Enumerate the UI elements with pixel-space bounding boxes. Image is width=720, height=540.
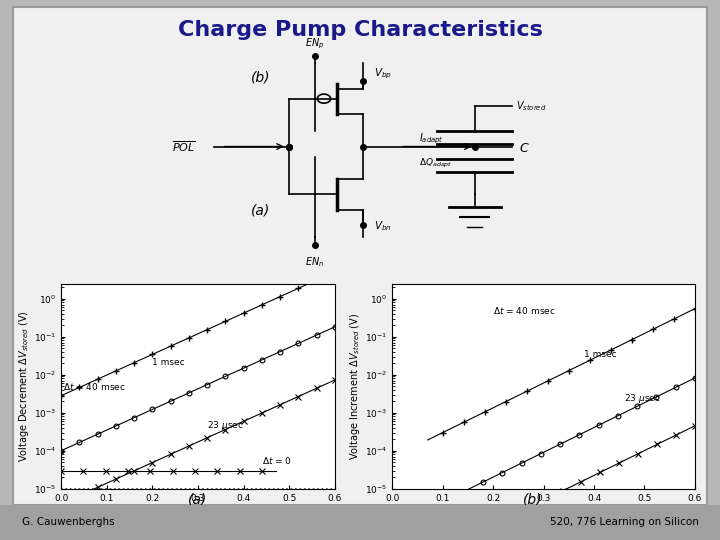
Text: $V_{bn}$: $V_{bn}$	[374, 220, 392, 233]
Text: 1 msec: 1 msec	[153, 358, 185, 367]
Text: (b): (b)	[251, 70, 271, 84]
Text: 520, 776 Learning on Silicon: 520, 776 Learning on Silicon	[549, 517, 698, 527]
Text: $EN_p$: $EN_p$	[305, 36, 324, 51]
Text: (b): (b)	[523, 492, 543, 507]
Text: 23 $\mu$sec: 23 $\mu$sec	[207, 419, 244, 432]
Text: $\Delta t$ = 40 msec: $\Delta t$ = 40 msec	[63, 381, 126, 392]
Y-axis label: Voltage Increment $\Delta V_{stored}$ (V): Voltage Increment $\Delta V_{stored}$ (V…	[348, 313, 362, 460]
Text: G. Cauwenberghs: G. Cauwenberghs	[22, 517, 114, 527]
Text: 1 msec: 1 msec	[584, 349, 616, 359]
Y-axis label: Voltage Decrement $\Delta V_{stored}$ (V): Voltage Decrement $\Delta V_{stored}$ (V…	[17, 310, 31, 462]
X-axis label: Gate Voltage $V_{bp}$ (V): Gate Voltage $V_{bp}$ (V)	[490, 508, 598, 523]
Text: (a): (a)	[251, 204, 271, 218]
Text: $I_{adapt}$: $I_{adapt}$	[419, 132, 444, 146]
Text: $\Delta Q_{adapt}$: $\Delta Q_{adapt}$	[419, 157, 452, 170]
Text: $\Delta t$ = 40 msec: $\Delta t$ = 40 msec	[493, 305, 556, 316]
Text: $\Delta t$ = 0: $\Delta t$ = 0	[262, 455, 292, 466]
Text: $\overline{POL}$: $\overline{POL}$	[172, 139, 196, 154]
Text: (a): (a)	[189, 492, 207, 507]
Text: $EN_n$: $EN_n$	[305, 255, 324, 269]
X-axis label: Gate Voltage $V_{bn}$ (V): Gate Voltage $V_{bn}$ (V)	[144, 508, 252, 522]
Text: C: C	[519, 141, 528, 154]
Text: $V_{stored}$: $V_{stored}$	[516, 99, 546, 113]
Text: 23 $\mu$sec: 23 $\mu$sec	[624, 392, 661, 405]
Text: Charge Pump Characteristics: Charge Pump Characteristics	[178, 19, 542, 40]
Text: $V_{bp}$: $V_{bp}$	[374, 66, 392, 81]
